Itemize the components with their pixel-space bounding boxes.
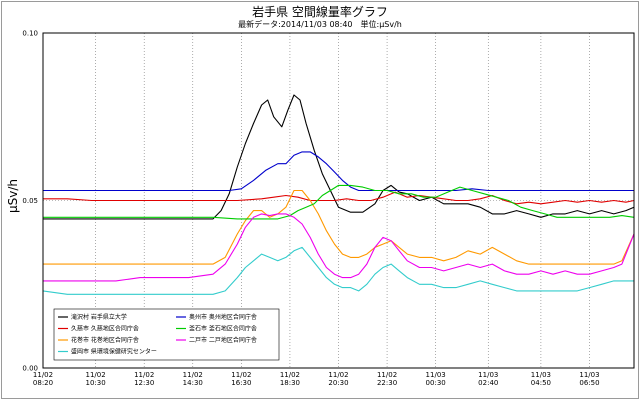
legend-label: 滝沢村 岩手県立大学 <box>71 313 127 321</box>
latest-data-subtitle: 最新データ:2014/11/03 08:40 単位:μSv/h <box>238 20 402 29</box>
x-tick-label: 11/02 20:30 <box>328 371 348 387</box>
x-tick-label: 11/02 22:30 <box>377 371 397 387</box>
legend-label: 二戸市 二戸地区合同庁舎 <box>189 336 257 344</box>
x-tick-time: 06:50 <box>579 379 599 387</box>
x-tick-date: 11/02 <box>33 371 53 379</box>
legend-label: 釜石市 釜石地区合同庁舎 <box>189 325 257 333</box>
x-tick-label: 11/02 16:30 <box>231 371 251 387</box>
y-tick-label: 0.00 <box>22 365 38 373</box>
legend-label: 花巻市 花巻地区合同庁舎 <box>71 336 139 344</box>
x-tick-label: 11/03 00:30 <box>426 371 446 387</box>
x-tick-time: 18:30 <box>280 379 300 387</box>
x-tick-label: 11/03 04:50 <box>531 371 551 387</box>
y-tick-label: 0.05 <box>22 197 38 205</box>
x-tick-date: 11/03 <box>531 371 551 379</box>
series-line-2 <box>43 191 635 205</box>
x-tick-label: 11/02 08:20 <box>33 371 53 387</box>
legend-box <box>53 308 280 361</box>
x-tick-date: 11/02 <box>134 371 154 379</box>
x-tick-time: 04:50 <box>531 379 551 387</box>
x-tick-time: 10:30 <box>86 379 106 387</box>
series-line-4 <box>42 246 634 295</box>
series-line-1 <box>43 94 635 220</box>
series-lines <box>42 94 635 295</box>
x-tick-date: 11/02 <box>86 371 106 379</box>
legend-label: 久慈市 久慈地区合同庁舎 <box>71 325 139 333</box>
x-tick-date: 11/03 <box>426 371 446 379</box>
y-tick-label: 0.10 <box>22 30 38 38</box>
page-title: 岩手県 空間線量率グラフ <box>252 5 388 19</box>
x-tick-label: 11/03 06:50 <box>579 371 599 387</box>
x-tick-date: 11/02 <box>377 371 397 379</box>
x-tick-date: 11/02 <box>183 371 203 379</box>
series-line-6 <box>43 184 635 220</box>
x-tick-time: 02:40 <box>478 379 498 387</box>
x-tick-label: 11/02 14:30 <box>183 371 203 387</box>
series-line-5 <box>43 151 634 192</box>
series-line-3 <box>43 189 635 265</box>
x-tick-label: 11/02 10:30 <box>86 371 106 387</box>
legend-label: 盛岡市 県環境保健研究センター <box>71 348 157 356</box>
x-tick-time: 16:30 <box>231 379 251 387</box>
x-tick-date: 11/02 <box>280 371 300 379</box>
x-tick-time: 14:30 <box>183 379 203 387</box>
x-tick-date: 11/02 <box>328 371 348 379</box>
x-tick-time: 00:30 <box>426 379 446 387</box>
x-tick-date: 11/03 <box>478 371 498 379</box>
x-tick-label: 11/03 02:40 <box>478 371 498 387</box>
legend-label: 奥州市 奥州地区合同庁舎 <box>189 313 257 321</box>
x-tick-time: 20:30 <box>328 379 348 387</box>
series-line-7 <box>43 213 635 282</box>
x-tick-label: 11/02 18:30 <box>280 371 300 387</box>
x-tick-time: 08:20 <box>33 379 53 387</box>
x-tick-label: 11/02 12:30 <box>134 371 154 387</box>
plot-area-border <box>42 32 635 369</box>
x-tick-date: 11/02 <box>231 371 251 379</box>
x-tick-time: 12:30 <box>134 379 154 387</box>
y-axis-ticks: 0.00 0.05 0.10 <box>22 30 38 373</box>
x-tick-date: 11/03 <box>579 371 599 379</box>
x-tick-time: 22:30 <box>377 379 397 387</box>
